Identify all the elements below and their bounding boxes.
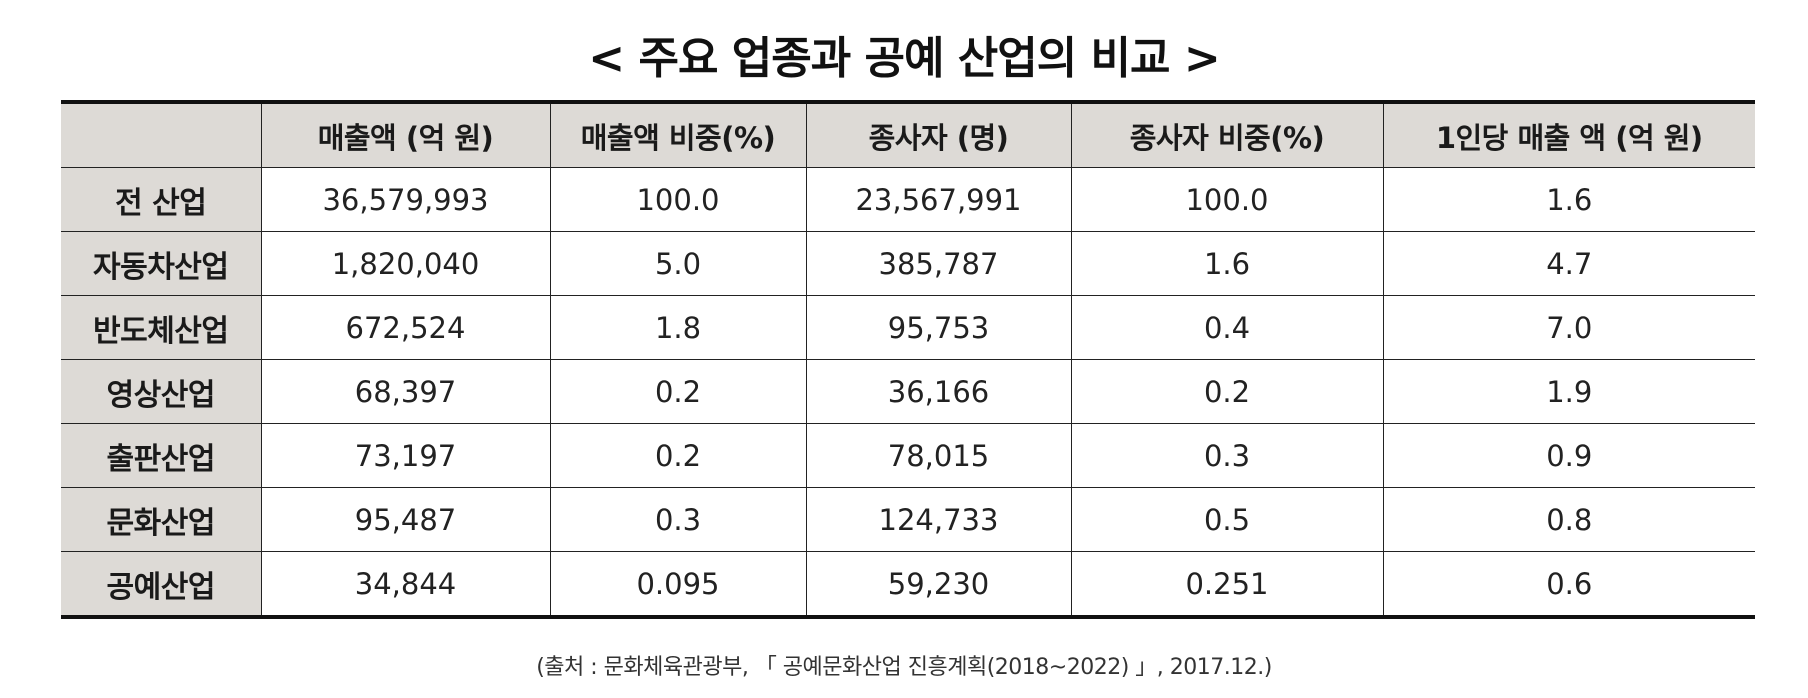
table-cell: 1,820,040 [260, 231, 550, 296]
table-cell: 36,166 [805, 359, 1071, 424]
table-cell: 78,015 [805, 423, 1071, 488]
table-cell: 0.4 [1070, 295, 1383, 360]
table-header-row: 매출액 (억 원) 매출액 비중(%) 종사자 (명) 종사자 비중(%) 1인… [61, 101, 1755, 168]
table-cell: 100.0 [1070, 167, 1383, 232]
table-cell: 5.0 [549, 231, 806, 296]
row-label: 반도체산업 [61, 295, 261, 360]
row-label: 출판산업 [61, 423, 261, 488]
table-cell: 1.6 [1382, 167, 1755, 232]
table-row: 문화산업 95,487 0.3 124,733 0.5 0.8 [61, 487, 1755, 552]
row-label: 자동차산업 [61, 231, 261, 296]
table-cell: 7.0 [1382, 295, 1755, 360]
table-cell: 0.095 [549, 551, 806, 618]
table-cell: 95,753 [805, 295, 1071, 360]
table-cell: 0.6 [1382, 551, 1755, 618]
table-cell: 0.9 [1382, 423, 1755, 488]
row-label: 영상산업 [61, 359, 261, 424]
table-cell: 0.2 [549, 423, 806, 488]
table-row: 전 산업 36,579,993 100.0 23,567,991 100.0 1… [61, 167, 1755, 232]
table-cell: 0.8 [1382, 487, 1755, 552]
row-label: 문화산업 [61, 487, 261, 552]
table-cell: 34,844 [260, 551, 550, 618]
table-cell: 385,787 [805, 231, 1071, 296]
table-cell: 68,397 [260, 359, 550, 424]
table-row: 자동차산업 1,820,040 5.0 385,787 1.6 4.7 [61, 231, 1755, 296]
column-header-sales-share: 매출액 비중(%) [549, 101, 806, 168]
table-row: 반도체산업 672,524 1.8 95,753 0.4 7.0 [61, 295, 1755, 360]
row-label: 공예산업 [61, 551, 261, 618]
table-cell: 23,567,991 [805, 167, 1071, 232]
table-cell: 124,733 [805, 487, 1071, 552]
table-row: 영상산업 68,397 0.2 36,166 0.2 1.9 [61, 359, 1755, 424]
header-corner-cell [61, 101, 261, 168]
table-cell: 73,197 [260, 423, 550, 488]
column-header-employees: 종사자 (명) [805, 101, 1071, 168]
table-cell: 0.2 [1070, 359, 1383, 424]
table-cell: 4.7 [1382, 231, 1755, 296]
column-header-sales: 매출액 (억 원) [260, 101, 550, 168]
table-cell: 1.6 [1070, 231, 1383, 296]
table-title: < 주요 업종과 공예 산업의 비교 > [588, 33, 1220, 84]
table-cell: 672,524 [260, 295, 550, 360]
table-cell: 0.2 [549, 359, 806, 424]
column-header-sales-per-person: 1인당 매출 액 (억 원) [1382, 101, 1755, 168]
table-cell: 0.251 [1070, 551, 1383, 618]
table-cell: 100.0 [549, 167, 806, 232]
table-cell: 0.5 [1070, 487, 1383, 552]
table-cell: 36,579,993 [260, 167, 550, 232]
comparison-table: 매출액 (억 원) 매출액 비중(%) 종사자 (명) 종사자 비중(%) 1인… [61, 100, 1755, 619]
table-row: 출판산업 73,197 0.2 78,015 0.3 0.9 [61, 423, 1755, 488]
row-label: 전 산업 [61, 167, 261, 232]
source-citation: (출처 : 문화체육관광부, 「 공예문화산업 진흥계획(2018~2022) … [536, 655, 1272, 680]
table-row: 공예산업 34,844 0.095 59,230 0.251 0.6 [61, 551, 1755, 618]
table-cell: 59,230 [805, 551, 1071, 618]
table-cell: 0.3 [549, 487, 806, 552]
table-cell: 1.8 [549, 295, 806, 360]
table-cell: 95,487 [260, 487, 550, 552]
column-header-employee-share: 종사자 비중(%) [1070, 101, 1383, 168]
table-cell: 1.9 [1382, 359, 1755, 424]
table-cell: 0.3 [1070, 423, 1383, 488]
